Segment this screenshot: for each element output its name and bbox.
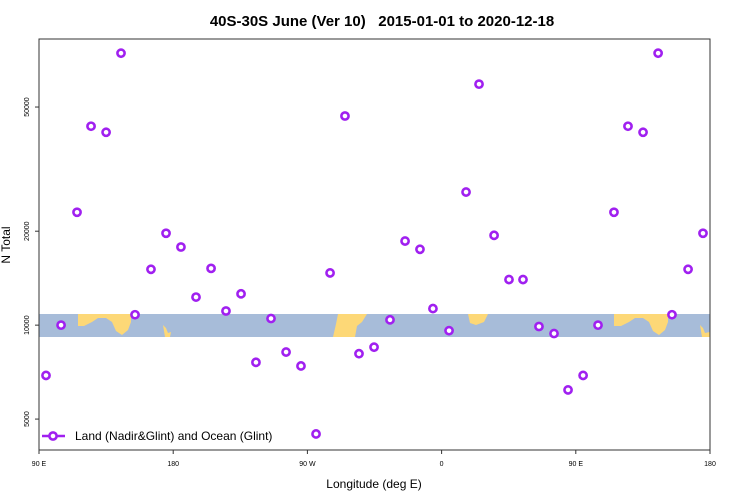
- legend-marker-swatch: [48, 431, 58, 441]
- data-point: [296, 361, 306, 371]
- x-axis: 90 E 180 90 W 0 90 E 180: [32, 450, 716, 468]
- data-point: [236, 288, 246, 299]
- data-point: [221, 306, 231, 316]
- data-points: [41, 48, 708, 439]
- x-tick-label: 90 E: [32, 461, 47, 468]
- data-point: [266, 313, 276, 324]
- data-point: [683, 264, 693, 275]
- x-tick-label: 0: [440, 461, 444, 468]
- data-point: [176, 242, 186, 252]
- data-point: [400, 236, 410, 246]
- plot-frame: [38, 38, 711, 451]
- data-point: [474, 79, 484, 90]
- data-point: [444, 325, 454, 336]
- data-point: [504, 274, 514, 285]
- data-point: [354, 348, 364, 359]
- data-point: [623, 121, 633, 132]
- data-point: [281, 347, 291, 357]
- data-point: [41, 370, 51, 381]
- legend-entry: Land (Nadir&Glint) and Ocean (Glint): [75, 429, 272, 443]
- land-new-zealand: [163, 325, 171, 337]
- data-point: [56, 320, 66, 331]
- x-tick-label: 90 E: [569, 461, 584, 468]
- data-point: [415, 244, 425, 255]
- legend: Land (Nadir&Glint) and Ocean (Glint): [42, 429, 272, 443]
- data-point: [86, 121, 96, 132]
- data-point: [563, 385, 573, 395]
- data-point: [698, 228, 708, 239]
- data-point: [653, 48, 664, 59]
- data-point: [251, 357, 261, 368]
- data-point: [593, 320, 603, 331]
- data-point: [325, 268, 335, 278]
- data-point: [534, 321, 544, 332]
- land-new-zealand-repeat: [700, 325, 710, 337]
- x-tick-label: 180: [704, 461, 716, 468]
- ocean-band: [39, 314, 710, 337]
- data-point: [638, 127, 648, 138]
- data-point: [146, 264, 156, 275]
- land-africa: [468, 314, 488, 325]
- x-tick-label: 90 W: [299, 461, 316, 468]
- y-tick-label: 5000: [24, 411, 31, 427]
- latitude-band: [39, 314, 710, 337]
- land-south-america: [333, 314, 367, 337]
- data-point: [311, 429, 321, 439]
- data-point: [161, 228, 171, 239]
- land-australia: [78, 314, 131, 335]
- data-point: [101, 127, 111, 138]
- data-point: [549, 328, 559, 339]
- y-axis-label: N Total: [0, 226, 13, 263]
- y-tick-label: 20000: [24, 221, 31, 241]
- data-point: [206, 263, 216, 274]
- data-point: [609, 207, 619, 218]
- land-masses: [78, 314, 710, 337]
- data-point: [461, 187, 471, 197]
- y-tick-label: 10000: [24, 315, 31, 335]
- data-point: [116, 48, 126, 59]
- data-point: [191, 292, 201, 302]
- data-point: [72, 207, 82, 218]
- data-point: [340, 111, 350, 121]
- data-point: [428, 303, 438, 314]
- data-point: [130, 309, 140, 320]
- land-australia-repeat: [614, 314, 668, 335]
- data-point: [385, 314, 395, 325]
- data-point: [578, 370, 589, 381]
- y-axis: 5000 10000 20000 50000: [24, 97, 39, 427]
- y-tick-label: 50000: [24, 97, 31, 117]
- data-point: [489, 230, 499, 241]
- data-point: [667, 309, 677, 320]
- data-point: [518, 274, 528, 285]
- data-point: [369, 342, 379, 353]
- x-axis-label: Longitude (deg E): [326, 477, 421, 491]
- x-tick-label: 180: [167, 461, 179, 468]
- chart-title: 40S-30S June (Ver 10) 2015-01-01 to 2020…: [210, 13, 554, 30]
